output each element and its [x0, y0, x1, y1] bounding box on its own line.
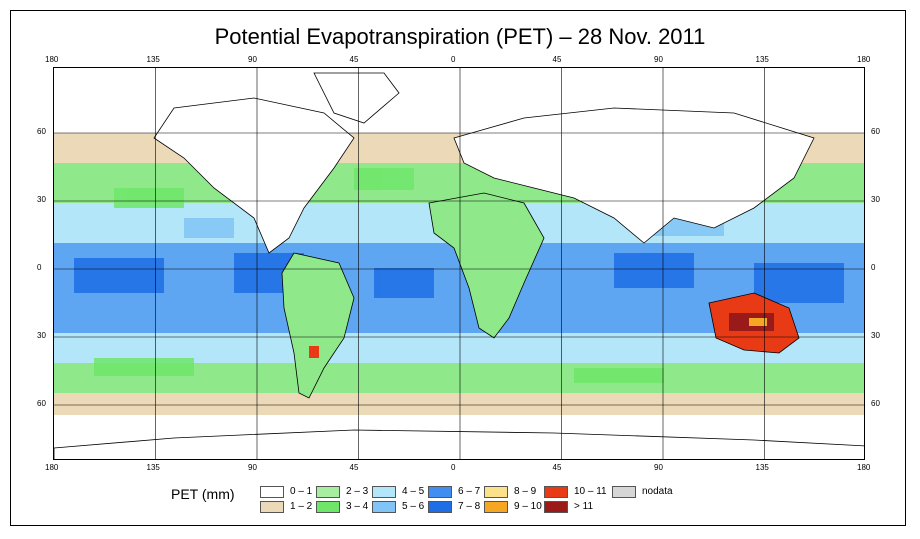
- top-lon-tick: 180: [45, 55, 59, 64]
- legend-item-label: 5 – 6: [402, 501, 425, 512]
- pet-map: [53, 67, 865, 460]
- left-lat-tick: 30: [37, 195, 46, 204]
- africa: [428, 192, 545, 339]
- legend-title: PET (mm): [171, 486, 235, 502]
- legend-swatch: [316, 486, 340, 498]
- top-lon-tick: 90: [654, 55, 663, 64]
- pet-patches: [74, 168, 844, 383]
- legend-item-label: 6 – 7: [458, 486, 481, 497]
- europe-asia: [453, 107, 815, 244]
- legend-item-label: 0 – 1: [290, 486, 313, 497]
- right-lat-tick: 60: [871, 399, 880, 408]
- legend-item: > 11: [544, 501, 604, 515]
- legend-item-label: 3 – 4: [346, 501, 369, 512]
- legend-item: 8 – 9: [484, 486, 544, 500]
- legend-item-label: 2 – 3: [346, 486, 369, 497]
- top-lon-tick: 45: [349, 55, 359, 64]
- legend-item: 5 – 6: [372, 501, 432, 515]
- bottom-lon-tick: 135: [146, 463, 160, 472]
- legend-item: 7 – 8: [428, 501, 488, 515]
- figure-frame: [10, 10, 906, 526]
- top-lon-tick: 135: [146, 55, 160, 64]
- legend-item: 0 – 1: [260, 486, 320, 500]
- left-lat-tick: 60: [37, 399, 46, 408]
- antarctica: [54, 429, 864, 459]
- left-lat-tick: 0: [37, 263, 42, 272]
- continents: [54, 72, 864, 459]
- bottom-lon-tick: 135: [755, 463, 769, 472]
- band-south-tan: [54, 393, 864, 415]
- legend-swatch: [428, 501, 452, 513]
- north-america: [153, 97, 355, 254]
- legend-swatch: [316, 501, 340, 513]
- top-lon-tick: 90: [248, 55, 257, 64]
- top-lon-tick: 0: [451, 55, 456, 64]
- argentina-hotspot: [309, 346, 319, 358]
- legend-item-label: 9 – 10: [514, 501, 542, 512]
- legend-item: 2 – 3: [316, 486, 376, 500]
- legend-item-label: 4 – 5: [402, 486, 425, 497]
- legend-item-label: 7 – 8: [458, 501, 481, 512]
- bottom-lon-tick: 90: [248, 463, 257, 472]
- left-lat-tick: 30: [37, 331, 46, 340]
- map-canvas: [54, 68, 864, 459]
- left-lat-tick: 60: [37, 127, 46, 136]
- bottom-lon-tick: 45: [552, 463, 562, 472]
- legend-item: 4 – 5: [372, 486, 432, 500]
- legend-swatch: [484, 486, 508, 498]
- legend-swatch: [260, 486, 284, 498]
- legend-item: nodata: [612, 486, 673, 500]
- top-lon-tick: 135: [755, 55, 769, 64]
- legend-swatch: [612, 486, 636, 498]
- legend-item-label: > 11: [574, 501, 593, 512]
- legend-item: 10 – 11: [544, 486, 607, 500]
- bottom-lon-tick: 180: [857, 463, 871, 472]
- legend-item-label: 10 – 11: [574, 486, 607, 497]
- legend-item: 9 – 10: [484, 501, 544, 515]
- greenland: [313, 72, 400, 124]
- legend-item: 1 – 2: [260, 501, 320, 515]
- right-lat-tick: 0: [871, 263, 876, 272]
- legend-item: 3 – 4: [316, 501, 376, 515]
- map-title: Potential Evapotranspiration (PET) – 28 …: [214, 24, 706, 49]
- legend-swatch: [544, 501, 568, 513]
- legend-item: 6 – 7: [428, 486, 488, 500]
- right-lat-tick: 30: [871, 331, 880, 340]
- bottom-lon-tick: 180: [45, 463, 59, 472]
- legend-swatch: [372, 501, 396, 513]
- legend-swatch: [484, 501, 508, 513]
- south-america: [281, 252, 355, 399]
- legend-swatch: [372, 486, 396, 498]
- australia-hotspot: [729, 313, 774, 331]
- bottom-lon-tick: 45: [349, 463, 359, 472]
- bottom-lon-tick: 0: [451, 463, 456, 472]
- top-lon-tick: 180: [857, 55, 871, 64]
- legend-swatch: [428, 486, 452, 498]
- legend-item-label: 8 – 9: [514, 486, 537, 497]
- legend-item-label: nodata: [642, 486, 673, 497]
- legend-item-label: 1 – 2: [290, 501, 313, 512]
- top-lon-tick: 45: [552, 55, 562, 64]
- right-lat-tick: 30: [871, 195, 880, 204]
- bottom-lon-tick: 90: [654, 463, 663, 472]
- legend-swatch: [260, 501, 284, 513]
- right-lat-tick: 60: [871, 127, 880, 136]
- legend-swatch: [544, 486, 568, 498]
- graticule: [54, 68, 864, 459]
